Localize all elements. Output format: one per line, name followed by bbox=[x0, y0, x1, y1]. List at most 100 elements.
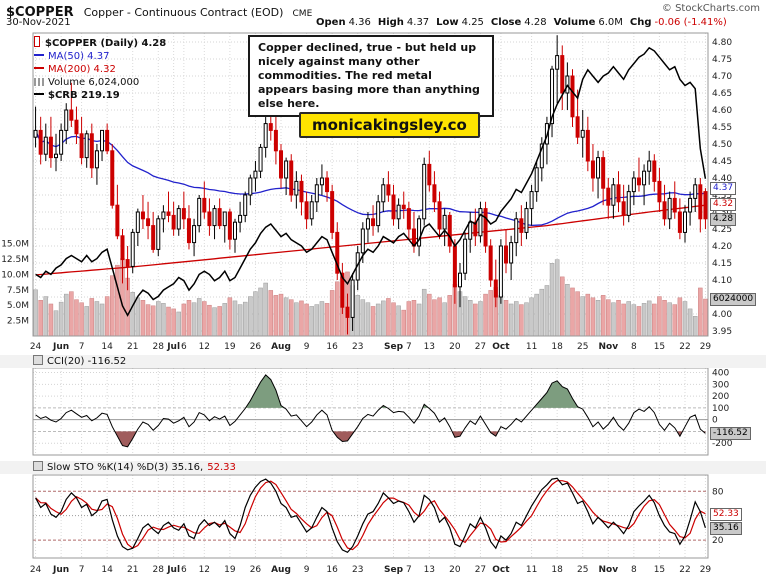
legend-volume-label: Volume 6,024,000 bbox=[48, 77, 140, 88]
svg-text:Nov: Nov bbox=[598, 565, 618, 575]
svg-text:4.00: 4.00 bbox=[712, 310, 732, 320]
svg-text:11: 11 bbox=[526, 565, 537, 575]
svg-text:26: 26 bbox=[250, 342, 262, 352]
volume-value: 6.0M bbox=[598, 17, 623, 28]
svg-text:14: 14 bbox=[101, 565, 113, 575]
ma200-line bbox=[35, 204, 706, 276]
svg-text:28: 28 bbox=[153, 342, 165, 352]
close-label: Close bbox=[490, 17, 522, 28]
svg-text:15.0M: 15.0M bbox=[1, 240, 29, 250]
svg-text:Jun: Jun bbox=[52, 342, 69, 352]
cci-panel-header: CCI(20) -116.52 bbox=[0, 355, 766, 368]
svg-text:19: 19 bbox=[224, 342, 236, 352]
svg-text:18: 18 bbox=[551, 565, 563, 575]
symbol-description: Copper - Continuous Contract (EOD) bbox=[83, 6, 284, 19]
svg-text:80: 80 bbox=[712, 487, 724, 497]
sto-d-value: 52.33 bbox=[207, 462, 236, 473]
ma50-line bbox=[35, 130, 706, 227]
annotation-note: Copper declined, true - but held up nice… bbox=[248, 35, 494, 117]
svg-text:25: 25 bbox=[577, 565, 588, 575]
vertical-gridlines bbox=[35, 33, 706, 558]
svg-text:16: 16 bbox=[326, 342, 338, 352]
chart-date: 30-Nov-2021 bbox=[6, 17, 71, 28]
svg-text:23: 23 bbox=[352, 565, 363, 575]
svg-text:4.25: 4.25 bbox=[712, 225, 732, 235]
svg-text:11: 11 bbox=[526, 342, 537, 352]
svg-text:29: 29 bbox=[700, 565, 712, 575]
svg-text:6: 6 bbox=[181, 565, 187, 575]
crb-line-icon bbox=[34, 93, 44, 95]
svg-text:24: 24 bbox=[30, 565, 42, 575]
chg-label: Chg bbox=[629, 17, 652, 28]
svg-text:25: 25 bbox=[577, 342, 588, 352]
svg-text:9: 9 bbox=[304, 565, 310, 575]
svg-text:15: 15 bbox=[654, 342, 665, 352]
legend-crb: $CRB 219.19 bbox=[34, 89, 166, 102]
sto-d-value-label: 52.33 bbox=[710, 508, 742, 521]
svg-text:6: 6 bbox=[181, 342, 187, 352]
svg-text:28: 28 bbox=[153, 565, 165, 575]
svg-text:12.5M: 12.5M bbox=[1, 255, 29, 265]
symbol: $COPPER bbox=[6, 5, 74, 20]
svg-text:18: 18 bbox=[551, 342, 563, 352]
svg-text:27: 27 bbox=[475, 565, 486, 575]
volume-value-label: 6024000 bbox=[710, 293, 757, 306]
high-value: 4.37 bbox=[406, 17, 430, 28]
svg-text:4.65: 4.65 bbox=[712, 89, 732, 99]
volume-label: Volume bbox=[553, 17, 596, 28]
panel-borders bbox=[32, 32, 709, 559]
svg-text:Sep: Sep bbox=[384, 342, 404, 352]
svg-text:21: 21 bbox=[127, 342, 138, 352]
svg-text:0: 0 bbox=[712, 416, 718, 426]
svg-text:Oct: Oct bbox=[492, 342, 510, 352]
svg-text:7.5M: 7.5M bbox=[7, 286, 29, 296]
sto-panel-header: Slow STO %K(14) %D(3) 35.16, 52.33 bbox=[0, 461, 766, 474]
svg-text:300: 300 bbox=[712, 380, 729, 390]
svg-text:4.10: 4.10 bbox=[712, 276, 732, 286]
svg-text:23: 23 bbox=[352, 342, 363, 352]
svg-text:5.0M: 5.0M bbox=[7, 301, 29, 311]
svg-text:3.95: 3.95 bbox=[712, 327, 732, 337]
chg-value: -0.06 (-1.41%) bbox=[654, 17, 727, 28]
legend-copper-label: $COPPER (Daily) 4.28 bbox=[45, 38, 167, 49]
svg-text:4.20: 4.20 bbox=[712, 242, 732, 252]
svg-text:7: 7 bbox=[79, 565, 85, 575]
ma50-line-icon bbox=[34, 54, 44, 56]
low-value: 4.25 bbox=[461, 17, 484, 28]
exchange: CME bbox=[292, 9, 313, 19]
svg-text:4.55: 4.55 bbox=[712, 123, 732, 133]
svg-text:7: 7 bbox=[406, 565, 412, 575]
chart-header: $COPPER Copper - Continuous Contract (EO… bbox=[6, 1, 312, 20]
svg-text:22: 22 bbox=[679, 342, 690, 352]
open-value: 4.36 bbox=[348, 17, 371, 28]
svg-text:Aug: Aug bbox=[271, 565, 291, 575]
svg-text:Nov: Nov bbox=[598, 342, 618, 352]
low-label: Low bbox=[436, 17, 459, 28]
watermark-monicakingsley: monicakingsley.co bbox=[299, 112, 480, 138]
svg-text:22: 22 bbox=[679, 565, 690, 575]
svg-text:8: 8 bbox=[631, 342, 637, 352]
close-value: 4.28 bbox=[524, 17, 547, 28]
svg-text:20: 20 bbox=[449, 565, 461, 575]
crb-overlay-line bbox=[35, 46, 707, 317]
legend-copper: $COPPER (Daily) 4.28 bbox=[34, 36, 166, 50]
svg-text:-200: -200 bbox=[712, 439, 733, 449]
svg-text:Jul: Jul bbox=[166, 342, 180, 352]
volume-bars-icon bbox=[34, 78, 44, 86]
svg-text:21: 21 bbox=[127, 565, 138, 575]
legend-ma50-label: MA(50) 4.37 bbox=[48, 51, 110, 62]
svg-text:9: 9 bbox=[304, 342, 310, 352]
quote-line: Open 4.36 High 4.37 Low 4.25 Close 4.28 Volume 6.… bbox=[316, 17, 727, 28]
svg-text:4.80: 4.80 bbox=[712, 38, 732, 48]
cci-legend-label: CCI(20) -116.52 bbox=[47, 356, 127, 367]
svg-text:4.15: 4.15 bbox=[712, 259, 732, 269]
svg-text:20: 20 bbox=[449, 342, 461, 352]
svg-text:26: 26 bbox=[250, 565, 262, 575]
svg-text:4.50: 4.50 bbox=[712, 140, 732, 150]
cci-panel bbox=[33, 372, 708, 448]
candlestick-series bbox=[33, 35, 708, 335]
svg-text:8: 8 bbox=[631, 565, 637, 575]
svg-text:4.75: 4.75 bbox=[712, 55, 732, 65]
sto-panel bbox=[33, 477, 708, 554]
